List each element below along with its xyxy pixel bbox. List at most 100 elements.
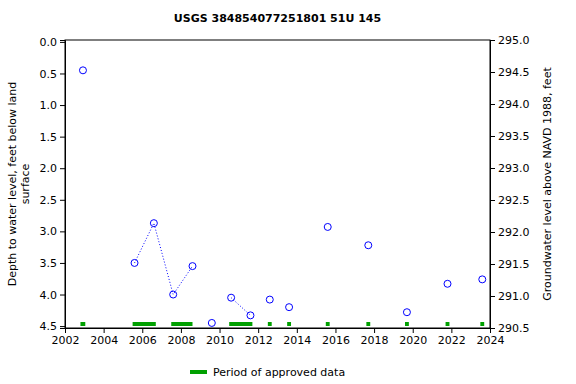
tick: 2.0	[40, 162, 66, 175]
approved-period	[268, 322, 272, 326]
tick-mark	[258, 328, 259, 333]
tick: 2006	[129, 328, 157, 347]
point-group	[150, 220, 157, 227]
tick-label: 2002	[52, 334, 80, 347]
approved-period	[480, 322, 484, 326]
plot-marks	[79, 67, 485, 327]
tick-label: 2020	[399, 334, 427, 347]
tick-label: 2008	[167, 334, 195, 347]
point	[444, 280, 451, 287]
tick-mark	[490, 40, 495, 41]
y-axis-title: Depth to water level, feet below landsur…	[6, 82, 32, 287]
tick-mark	[181, 328, 182, 333]
tick: 292.0	[490, 226, 530, 239]
tick: 2018	[361, 328, 389, 347]
tick-mark	[60, 42, 65, 43]
approved-period	[366, 322, 370, 326]
tick-mark	[60, 105, 65, 106]
tick-label: 2.0	[40, 162, 58, 175]
tick: 3.5	[40, 257, 66, 270]
point	[286, 304, 293, 311]
tick: 2022	[438, 328, 466, 347]
tick: 2.5	[40, 194, 66, 207]
point-group	[266, 296, 273, 303]
tick: 290.5	[490, 322, 530, 335]
line-segment	[231, 298, 250, 316]
title: USGS 384854077251801 51U 145	[174, 12, 381, 25]
point-group	[131, 259, 138, 266]
tick-mark	[60, 168, 65, 169]
tick: 1.0	[40, 99, 66, 112]
approved-period	[133, 322, 156, 326]
tick-mark	[490, 72, 495, 73]
approved-period	[229, 322, 252, 326]
tick: 4.0	[40, 289, 66, 302]
point-group	[170, 291, 177, 298]
tick-label: 0.0	[40, 36, 58, 49]
tick-label: 2006	[129, 334, 157, 347]
tick-label: 290.5	[498, 322, 530, 335]
tick-mark	[490, 296, 495, 297]
tick-label: 2014	[283, 334, 311, 347]
tick-mark	[490, 232, 495, 233]
tick-mark	[490, 104, 495, 105]
y-axis-title-line: surface	[19, 163, 32, 204]
tick: 2004	[90, 328, 118, 347]
point	[189, 263, 196, 270]
point-group	[79, 67, 86, 74]
tick-mark	[142, 328, 143, 333]
tick: 291.0	[490, 290, 530, 303]
tick-label: 1.0	[40, 99, 58, 112]
tick-label: 4.5	[40, 320, 58, 333]
tick: 293.5	[490, 130, 530, 143]
point	[324, 223, 331, 230]
tick: 2020	[399, 328, 427, 347]
tick-mark	[60, 73, 65, 74]
tick-mark	[60, 263, 65, 264]
tick-mark	[490, 136, 495, 137]
tick-label: 0.5	[40, 67, 58, 80]
tick: 2014	[283, 328, 311, 347]
point	[365, 242, 372, 249]
y2-axis-title: Groundwater level above NAVD 1988, feet	[541, 67, 554, 301]
tick-mark	[490, 328, 495, 329]
legend-label: Period of approved data	[213, 366, 345, 379]
approved-period	[405, 322, 409, 326]
tick-mark	[220, 328, 221, 333]
tick: 4.5	[40, 320, 66, 333]
y-axis-title-line: Depth to water level, feet below land	[6, 82, 19, 287]
point-group	[365, 242, 372, 249]
tick-mark	[297, 328, 298, 333]
y-axis: 0.00.51.01.52.02.53.03.54.04.5	[40, 36, 66, 333]
tick-mark	[490, 264, 495, 265]
approved-period	[171, 322, 192, 326]
point-group	[444, 280, 451, 287]
line-segment	[135, 223, 193, 294]
point	[403, 309, 410, 316]
tick-label: 2022	[438, 334, 466, 347]
legend-swatch	[190, 370, 207, 374]
tick: 294.0	[490, 98, 530, 111]
chart: 2002200420062008201020122014201620182020…	[0, 0, 576, 384]
tick: 293.0	[490, 162, 530, 175]
tick-label: 2018	[361, 334, 389, 347]
tick-label: 2012	[245, 334, 273, 347]
tick: 2016	[322, 328, 350, 347]
point	[131, 259, 138, 266]
tick-label: 294.5	[498, 66, 530, 79]
approved-period	[326, 322, 330, 326]
x-axis: 2002200420062008201020122014201620182020…	[52, 328, 505, 347]
tick-label: 3.5	[40, 257, 58, 270]
tick-label: 295.0	[498, 34, 530, 47]
tick-mark	[60, 326, 65, 327]
point-group	[189, 263, 196, 270]
tick-mark	[60, 295, 65, 296]
point	[479, 276, 486, 283]
tick-label: 3.0	[40, 225, 58, 238]
tick: 294.5	[490, 66, 530, 79]
point-group	[247, 312, 254, 319]
approved-period	[446, 322, 450, 326]
approved-period	[80, 322, 85, 326]
plot-frame	[65, 40, 490, 328]
point	[150, 220, 157, 227]
